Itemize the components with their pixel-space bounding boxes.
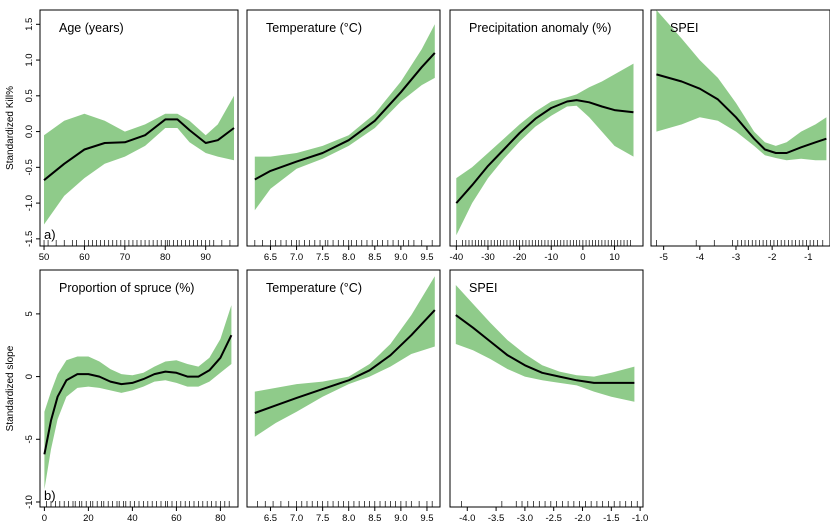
x-tick-label: -30 xyxy=(481,252,495,263)
y-tick-label: -5 xyxy=(24,435,35,443)
x-tick-label: -3 xyxy=(732,252,740,263)
y-tick-label: -1.5 xyxy=(24,231,35,247)
panel-frame xyxy=(650,9,830,247)
y-tick-label: 1.0 xyxy=(24,53,35,66)
panel-frame xyxy=(39,269,239,508)
x-tick-label: 8.5 xyxy=(368,252,381,263)
x-tick-label: -20 xyxy=(513,252,527,263)
fitted-line xyxy=(455,314,635,384)
panel-1-2: 6.5 7.0 7.5 8.0 8.5 9.0 9.5 Temperature (°C) xyxy=(246,9,441,263)
panel-frame xyxy=(449,9,644,247)
fitted-line xyxy=(656,73,827,154)
confidence-band xyxy=(254,24,435,211)
y-tick-label: -1.0 xyxy=(24,195,35,211)
x-tick-label: -3.0 xyxy=(517,513,533,523)
x-tick-label: 9.5 xyxy=(420,513,433,523)
x-tick-label: 90 xyxy=(200,252,211,263)
panel-title: Temperature (°C) xyxy=(266,281,362,295)
y-axis-label: Standardized Kill% xyxy=(5,86,16,170)
x-tick-label: 20 xyxy=(83,513,94,523)
y-tick-label: 1.5 xyxy=(24,18,35,31)
confidence-band xyxy=(456,63,634,236)
confidence-band xyxy=(44,305,232,490)
y-tick-label: 0.0 xyxy=(24,125,35,138)
x-tick-label: -5 xyxy=(659,252,667,263)
x-tick-label: 80 xyxy=(160,252,171,263)
panel-frame xyxy=(246,9,441,247)
x-tick-label: -1.0 xyxy=(632,513,648,523)
panel-2-3: -4.0 -3.5 -3.0 -2.5 -2.0 -1.5 -1.0 SPEI xyxy=(449,269,648,523)
x-tick-label: 40 xyxy=(127,513,138,523)
confidence-band xyxy=(254,276,435,437)
x-tick-label: 7.5 xyxy=(316,252,329,263)
fitted-line xyxy=(254,309,436,414)
x-tick-label: 7.0 xyxy=(290,252,303,263)
x-tick-label: -1 xyxy=(804,252,812,263)
x-tick-label: -40 xyxy=(449,252,463,263)
x-tick-label: -2.0 xyxy=(574,513,590,523)
fitted-line xyxy=(43,334,233,455)
y-axis-label: Standardized slope xyxy=(5,345,16,431)
panel-label: a) xyxy=(44,227,56,242)
y-tick-label: 0.5 xyxy=(24,89,35,102)
fitted-line xyxy=(43,118,235,181)
panel-frame xyxy=(39,9,239,247)
x-tick-label: -2 xyxy=(768,252,776,263)
x-tick-label: 9.0 xyxy=(394,513,407,523)
x-tick-label: 7.0 xyxy=(290,513,303,523)
x-tick-label: -3.5 xyxy=(488,513,504,523)
x-tick-label: 70 xyxy=(120,252,131,263)
y-tick-label: 0 xyxy=(24,374,35,379)
confidence-band xyxy=(455,285,635,402)
x-tick-label: 6.5 xyxy=(264,252,277,263)
x-tick-label: 0 xyxy=(580,252,585,263)
panel-title: Proportion of spruce (%) xyxy=(59,281,194,295)
x-tick-label: 6.5 xyxy=(264,513,277,523)
x-tick-label: 8.0 xyxy=(342,513,355,523)
panel-1-3: -40 -30 -20 -10 0 10 Precipitation anomaly (%) xyxy=(449,9,644,263)
x-tick-label: 8.5 xyxy=(368,513,381,523)
x-tick-label: 50 xyxy=(39,252,50,263)
y-tick-label: -10 xyxy=(24,495,35,509)
panel-title: Age (years) xyxy=(59,21,124,35)
x-tick-label: -4.0 xyxy=(459,513,475,523)
panel-title: Precipitation anomaly (%) xyxy=(469,21,611,35)
panel-2-1: 0 20 40 60 80 -10 -5 0 5 Standardized slope Propor… xyxy=(5,269,239,523)
x-tick-label: 9.0 xyxy=(394,252,407,263)
panel-1-4: -5 -4 -3 -2 -1 SPEI xyxy=(650,9,830,263)
x-tick-label: -1.5 xyxy=(603,513,619,523)
panel-title: SPEI xyxy=(469,281,498,295)
panel-title: SPEI xyxy=(670,21,699,35)
panel-frame xyxy=(246,269,441,508)
x-tick-label: 9.5 xyxy=(420,252,433,263)
y-tick-label: 5 xyxy=(24,311,35,316)
fitted-line xyxy=(254,52,436,181)
x-tick-label: 8.0 xyxy=(342,252,355,263)
panel-1-1: 50 60 70 80 90 -1.5 -1.0 -0.5 0.0 0.5 1.0 1.5 Standa… xyxy=(5,9,239,263)
x-tick-label: 7.5 xyxy=(316,513,329,523)
fitted-line xyxy=(455,99,634,204)
panel-label: b) xyxy=(44,488,56,503)
x-tick-label: 80 xyxy=(215,513,226,523)
x-tick-label: -4 xyxy=(696,252,704,263)
confidence-band xyxy=(44,95,234,225)
x-tick-label: 0 xyxy=(42,513,47,523)
panel-title: Temperature (°C) xyxy=(266,21,362,35)
x-tick-label: 60 xyxy=(79,252,90,263)
panel-frame xyxy=(449,269,644,508)
x-tick-label: 10 xyxy=(609,252,620,263)
x-tick-label: -10 xyxy=(544,252,558,263)
x-tick-label: -2.5 xyxy=(546,513,562,523)
panel-2-2: 6.5 7.0 7.5 8.0 8.5 9.0 9.5 Temperature (°C) xyxy=(246,269,441,523)
x-tick-label: 60 xyxy=(171,513,182,523)
y-tick-label: -0.5 xyxy=(24,159,35,175)
